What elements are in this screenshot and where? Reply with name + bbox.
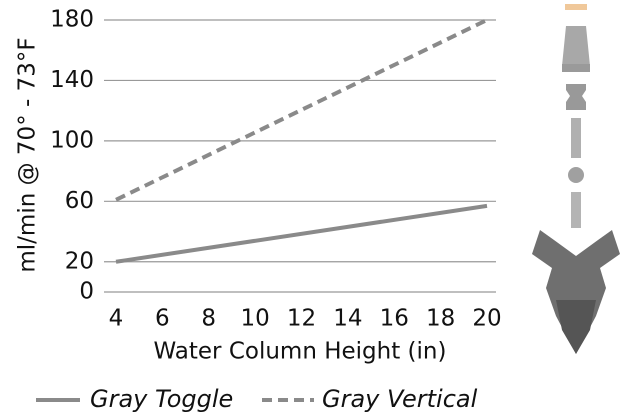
x-tick-label: 20 — [472, 306, 501, 332]
legend-label: Gray Toggle — [90, 385, 233, 413]
y-tick-label: 0 — [79, 279, 94, 305]
x-tick-label: 18 — [426, 306, 455, 332]
series-line — [115, 18, 488, 202]
y-tick-label: 20 — [65, 248, 94, 274]
y-axis-label: ml/min @ 70° - 73°F — [15, 37, 41, 272]
series-line — [115, 203, 488, 264]
legend-label: Gray Vertical — [322, 385, 478, 413]
y-tick-label: 100 — [50, 127, 94, 153]
product-illustration — [532, 4, 620, 354]
x-tick-label: 8 — [201, 306, 216, 332]
x-tick-label: 6 — [155, 306, 170, 332]
x-tick-label: 14 — [333, 306, 362, 332]
y-tick-label: 60 — [65, 188, 94, 214]
y-tick-label: 140 — [50, 67, 94, 93]
x-tick-label: 4 — [109, 306, 124, 332]
x-tick-label: 12 — [287, 306, 316, 332]
x-tick-label: 16 — [380, 306, 409, 332]
x-tick-label: 10 — [240, 306, 269, 332]
x-axis-label: Water Column Height (in) — [154, 339, 447, 365]
y-tick-label: 180 — [50, 7, 94, 33]
